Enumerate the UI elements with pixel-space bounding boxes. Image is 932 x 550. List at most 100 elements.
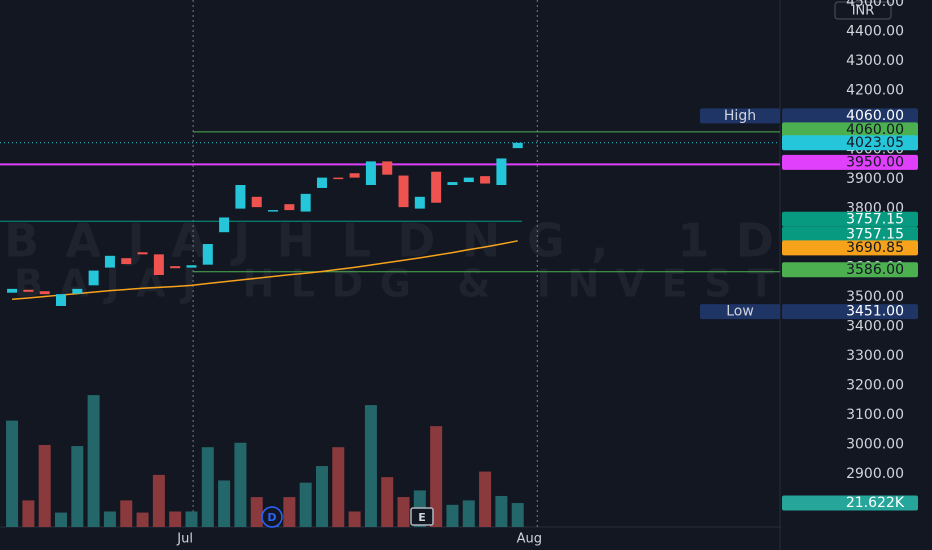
volume-bar [22,500,35,527]
low-label-box [782,304,918,320]
low-name: Low [726,304,754,320]
high-label-box [782,108,918,124]
ma-label: 3690.85 [846,240,904,256]
y-tick-label: 3500.00 [846,289,904,305]
candle-body [219,217,230,233]
candle-body [431,171,442,203]
price-line-label: 3586.00 [846,262,904,278]
currency: INR [852,4,875,19]
ma-label-box [782,240,918,256]
volume-bar [283,497,296,527]
candle-body [137,252,148,255]
candle-body [7,288,18,293]
low-name-box [700,304,780,320]
volume-bar [38,444,51,527]
candle-body [153,254,164,275]
y-tick-label: 3100.00 [846,407,904,423]
price-line-label: 4060.00 [846,122,904,138]
volume-bar [364,405,377,527]
volume-bar [332,447,345,527]
volume-bar [87,395,100,527]
volume-bar [348,511,361,527]
volume-bar [201,447,214,527]
currency-box[interactable] [834,1,892,20]
badge-label: E [418,511,426,524]
volume-label: 21.622K [846,495,905,511]
y-tick-label: 4200.00 [846,83,904,99]
volume-bar [234,442,247,527]
candle-body [512,142,523,149]
y-tick-label: 3300.00 [846,348,904,364]
candle-body [251,196,262,208]
candle-body [268,210,279,212]
price-line-label-box [782,122,918,138]
y-tick-label: 4400.00 [846,24,904,40]
candle-body [398,175,409,208]
high-name: High [724,108,756,124]
high-name-box [700,108,780,124]
candle-body [72,288,83,294]
volume-bar [430,426,443,527]
x-tick-label: Jul [176,532,193,547]
candle-body [284,204,295,211]
price-line-label-box [782,154,918,170]
y-tick-label: 2900.00 [846,466,904,482]
y-tick-label: 4500.00 [846,0,904,10]
x-tick-label: Aug [517,532,542,547]
y-tick-label: 3200.00 [846,378,904,394]
volume-bar [397,497,410,527]
badge[interactable] [261,506,283,528]
volume-bar [462,500,475,527]
volume-bar [511,503,524,527]
volume-bar [6,420,19,527]
candle-body [23,289,34,292]
volume-bar [479,471,492,527]
candle-body [56,294,67,306]
candle-body [121,258,132,265]
volume-bar [136,512,149,527]
candle-body [316,177,327,188]
candle-body [300,193,311,212]
candle-body [39,291,50,295]
volume-label-box [782,495,918,511]
badge[interactable] [410,507,434,526]
price-line-label: 3757.15 [846,226,904,242]
volume-bar [495,495,508,527]
candle-body [414,196,425,209]
candle-body [447,182,458,186]
badge-label: D [267,511,276,524]
candle-body [170,266,181,269]
candle-body [382,161,393,175]
volume-bar [218,480,231,527]
price-line-label-box [782,262,918,278]
volume-bar [120,500,133,527]
candle-body [88,270,99,286]
volume-bar [250,497,263,527]
candle-body [480,176,491,184]
y-tick-label: 3000.00 [846,437,904,453]
volume-bar [103,511,116,527]
price-line-label-box [782,211,918,227]
high-label: 4060.00 [846,108,904,124]
price-line-label-box [782,226,918,242]
candle-body [202,244,213,265]
volume-bar [299,482,312,527]
y-tick-label: 3400.00 [846,319,904,335]
volume-bar [152,474,165,527]
candle-body [333,177,344,180]
price-line-label: 3757.15 [846,211,904,227]
last-price-label-box [782,135,918,151]
y-tick-label: 4300.00 [846,53,904,69]
candle-body [104,255,115,268]
price-line-label: 3950.00 [846,154,904,170]
volume-bar [446,504,459,527]
candle-body [496,158,507,186]
volume-bar [55,512,68,527]
candle-body [463,177,474,183]
moving-average [12,240,518,300]
y-tick-label: 3900.00 [846,171,904,187]
candle-body [235,185,246,209]
volume-bar [381,477,394,527]
low-label: 3451.00 [846,304,904,320]
